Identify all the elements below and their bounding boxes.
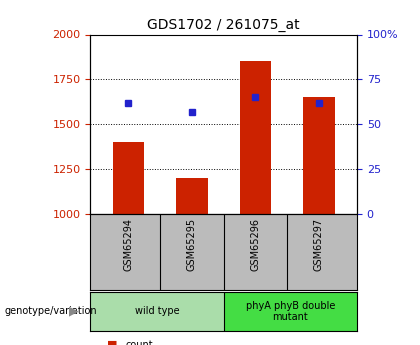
Bar (90, 292, 223, 331)
Text: count: count (126, 340, 154, 345)
Text: ■: ■ (107, 340, 118, 345)
Text: phyA phyB double
mutant: phyA phyB double mutant (246, 300, 335, 322)
Bar (113, 142, 144, 214)
Bar (239, 61, 271, 214)
Text: GSM65295: GSM65295 (187, 218, 197, 271)
Text: genotype/variation: genotype/variation (4, 306, 97, 316)
Text: wild type: wild type (135, 306, 179, 316)
Text: GSM65297: GSM65297 (314, 218, 324, 271)
Text: GSM65294: GSM65294 (123, 218, 134, 271)
Title: GDS1702 / 261075_at: GDS1702 / 261075_at (147, 18, 300, 32)
Text: ▶: ▶ (69, 305, 78, 318)
Text: GSM65296: GSM65296 (250, 218, 260, 271)
Bar (303, 97, 335, 214)
Bar (223, 292, 357, 331)
Bar (176, 178, 208, 214)
